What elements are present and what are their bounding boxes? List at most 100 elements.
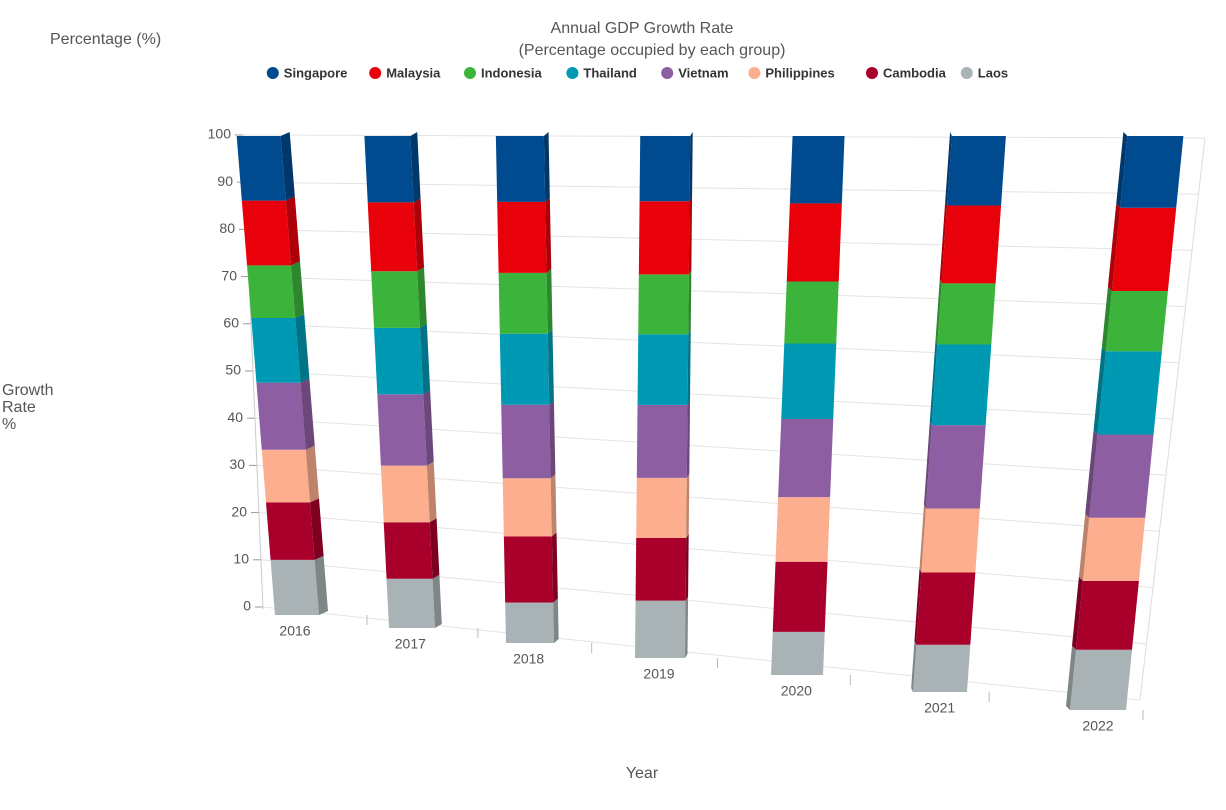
bar-segment <box>789 136 845 204</box>
bar-segment <box>636 477 687 538</box>
bar-segment <box>947 136 1006 206</box>
bar-side <box>911 640 917 692</box>
bar-side <box>1066 645 1077 710</box>
bar-segment <box>781 343 837 419</box>
bar-segment <box>1111 207 1177 291</box>
y-axis-title: Growth Rate % <box>2 382 54 433</box>
bar-side <box>553 598 559 643</box>
bar-side <box>935 279 942 345</box>
bar-side <box>686 400 691 478</box>
legend-marker <box>266 67 279 79</box>
x-tick-label: 2020 <box>781 683 812 699</box>
chart-subtitle: (Percentage occupied by each group) <box>519 42 786 59</box>
bar-segment <box>639 136 691 202</box>
y-tick-label: 60 <box>223 315 239 331</box>
bar-segment <box>371 271 420 328</box>
bar-segment <box>636 404 688 478</box>
legend-marker <box>866 67 878 79</box>
bar-side <box>688 270 692 335</box>
bar-segment <box>498 272 548 334</box>
bar-segment <box>937 283 996 345</box>
bar-side <box>423 390 434 466</box>
bar-segment <box>383 522 433 579</box>
y-tick-label: 10 <box>233 551 249 567</box>
bar-segment <box>377 394 427 466</box>
bar-segment <box>1089 434 1154 518</box>
bar-side <box>924 421 932 509</box>
bar-side <box>280 132 295 201</box>
bar-segment <box>236 136 286 201</box>
bar-segment <box>635 537 687 601</box>
bar-side <box>1093 347 1106 435</box>
bar-side <box>429 518 440 579</box>
bar-segment <box>497 201 547 273</box>
bar-segment <box>775 497 831 562</box>
y-tick-label: 20 <box>231 503 247 519</box>
legend-text: Philippines <box>765 65 834 80</box>
bar-segment <box>1105 290 1168 352</box>
right-edge <box>1139 137 1206 701</box>
y-tick-label: 70 <box>221 267 237 283</box>
bar-segment <box>502 478 552 537</box>
bar-segment <box>1097 351 1162 435</box>
bar-segment <box>941 205 1002 284</box>
bar-side <box>549 400 556 479</box>
bar-side <box>551 532 558 603</box>
bar-segment <box>261 449 310 503</box>
bar-side <box>1085 430 1098 518</box>
bar-segment <box>270 559 319 615</box>
y-tick-label: 30 <box>229 456 245 472</box>
x-tick-label: 2021 <box>924 700 955 716</box>
legend-text: Vietnam <box>678 65 728 80</box>
bar-side <box>945 132 952 206</box>
bar-side <box>546 268 553 334</box>
bar-segment <box>772 561 828 632</box>
bar-segment <box>1070 649 1133 710</box>
chart-title: Annual GDP Growth Rate <box>551 20 734 37</box>
bar-segment <box>364 136 414 203</box>
legend-text: Thailand <box>583 65 637 80</box>
y-tick-label: 90 <box>217 173 233 189</box>
unit-label: Percentage (%) <box>50 31 161 48</box>
bar-segment <box>503 536 554 603</box>
bar-side <box>291 261 305 319</box>
y-tick-label: 0 <box>243 598 251 614</box>
y-tick-label: 40 <box>227 409 243 425</box>
bar-side <box>929 340 938 426</box>
bar-segment <box>925 425 986 509</box>
legend-marker <box>566 67 579 79</box>
bar-segment <box>256 382 306 450</box>
bar-side <box>309 498 324 560</box>
x-tick-label: 2022 <box>1082 718 1113 734</box>
bar-side <box>543 132 550 202</box>
bar-segment <box>1120 136 1184 208</box>
bar-side <box>689 132 693 202</box>
bar-segment <box>373 327 424 395</box>
legend-text: Singapore <box>284 65 348 80</box>
legend-marker <box>464 67 476 79</box>
bar-side <box>413 198 424 272</box>
bar-side <box>550 474 557 537</box>
y-tick-label: 50 <box>225 362 241 378</box>
bar-segment <box>265 502 315 560</box>
bar-segment <box>1076 580 1139 650</box>
bar-segment <box>913 644 971 692</box>
bar-segment <box>638 274 689 335</box>
y-tick-label: 100 <box>208 126 232 142</box>
bar-segment <box>931 344 992 426</box>
bar-side <box>685 533 689 601</box>
bar-segment <box>638 201 690 275</box>
bar-side <box>305 445 319 503</box>
bar-segment <box>367 202 418 272</box>
bar-side <box>285 196 301 266</box>
bar-side <box>1116 132 1128 208</box>
bar-segment <box>251 318 301 383</box>
x-tick-label: 2016 <box>279 623 310 639</box>
bar-side <box>687 330 691 405</box>
x-tick-label: 2019 <box>643 666 674 682</box>
bar-segment <box>637 334 689 405</box>
bar-side <box>1101 286 1112 352</box>
bar-side <box>1072 576 1083 650</box>
legend-text: Laos <box>978 65 1008 80</box>
